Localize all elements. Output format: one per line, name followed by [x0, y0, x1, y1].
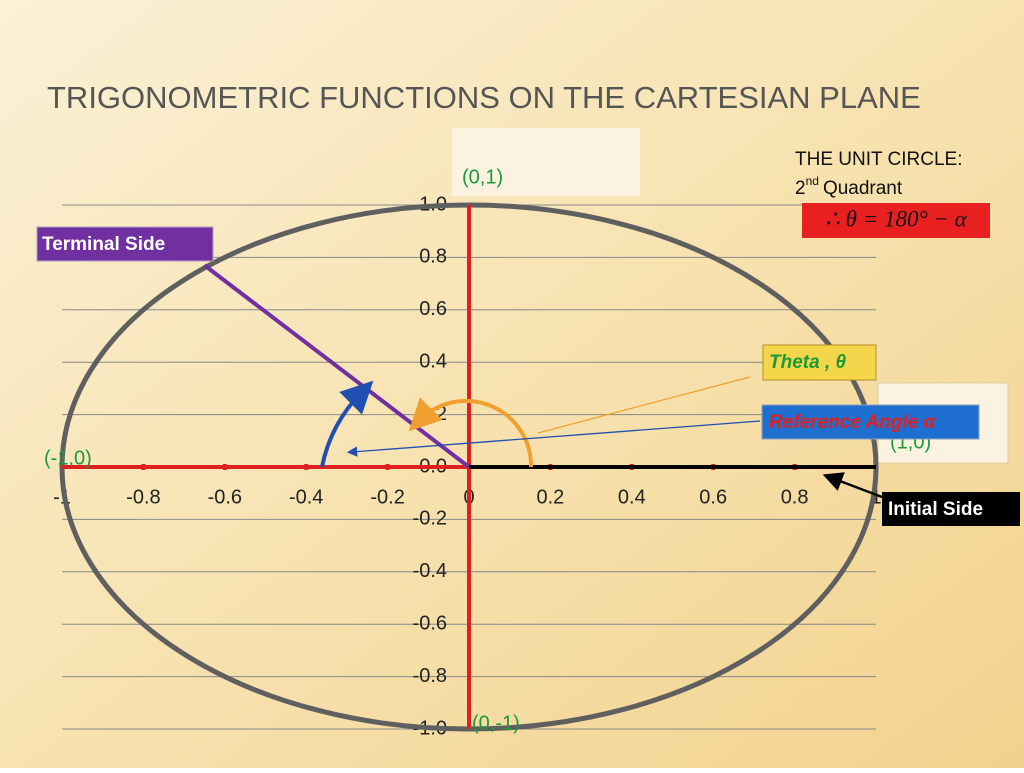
- pointer: [537, 376, 751, 434]
- reference-label: Reference Angle α: [769, 412, 937, 433]
- y-tick-label: -0.6: [413, 612, 447, 634]
- x-tick-label: 1: [870, 486, 881, 508]
- y-tick-label: 0.6: [419, 298, 447, 320]
- formula: ∴ θ = 180° − α: [825, 206, 967, 231]
- point-label: (0,1): [462, 166, 503, 188]
- x-tick-label: -0.8: [126, 486, 160, 508]
- pointer: [346, 420, 761, 457]
- quadrant: 2nd Quadrant: [795, 174, 903, 199]
- point-label: (0,-1): [472, 712, 520, 734]
- pointer: [822, 472, 883, 499]
- subtitle: THE UNIT CIRCLE:: [795, 149, 963, 170]
- theta-label: Theta , θ: [769, 352, 847, 373]
- formula-box: [802, 203, 990, 238]
- theta-arc: [408, 397, 534, 468]
- series-label: Terminal Side: [42, 234, 165, 255]
- x-tick-label: -0.4: [289, 486, 323, 508]
- terminal-box: [36, 226, 214, 262]
- reference-arc: [320, 380, 374, 468]
- label-backdrop: [452, 128, 640, 196]
- y-tick-label: -0.2: [413, 508, 447, 530]
- x-tick-label: -0.6: [208, 486, 242, 508]
- series-line: [203, 263, 471, 469]
- reference-box: [761, 404, 980, 440]
- x-tick-label: 0.8: [781, 486, 809, 508]
- x-tick-label: 0.2: [536, 486, 564, 508]
- initial-box: [882, 492, 1020, 526]
- theta-box: [762, 344, 877, 381]
- series-label: Initial Side: [888, 499, 983, 520]
- y-tick-label: 0.4: [419, 350, 447, 372]
- y-tick-label: -0.8: [413, 665, 447, 687]
- point-label: (-1,0): [44, 447, 92, 469]
- plot: 1.00.80.60.40.20.0-0.2-0.4-0.6-0.8-1.0-1…: [53, 193, 881, 739]
- x-tick-label: 0.4: [618, 486, 646, 508]
- x-tick-label: 0.6: [699, 486, 727, 508]
- slide-title: TRIGONOMETRIC FUNCTIONS ON THE CARTESIAN…: [47, 80, 921, 115]
- quadrant-text: Quadrant: [823, 178, 903, 199]
- quadrant-number: 2: [795, 178, 806, 199]
- y-tick-label: 0.8: [419, 246, 447, 268]
- x-tick-label: -0.2: [370, 486, 404, 508]
- y-tick-label: -0.4: [413, 560, 447, 582]
- quadrant-suffix: nd: [806, 174, 819, 188]
